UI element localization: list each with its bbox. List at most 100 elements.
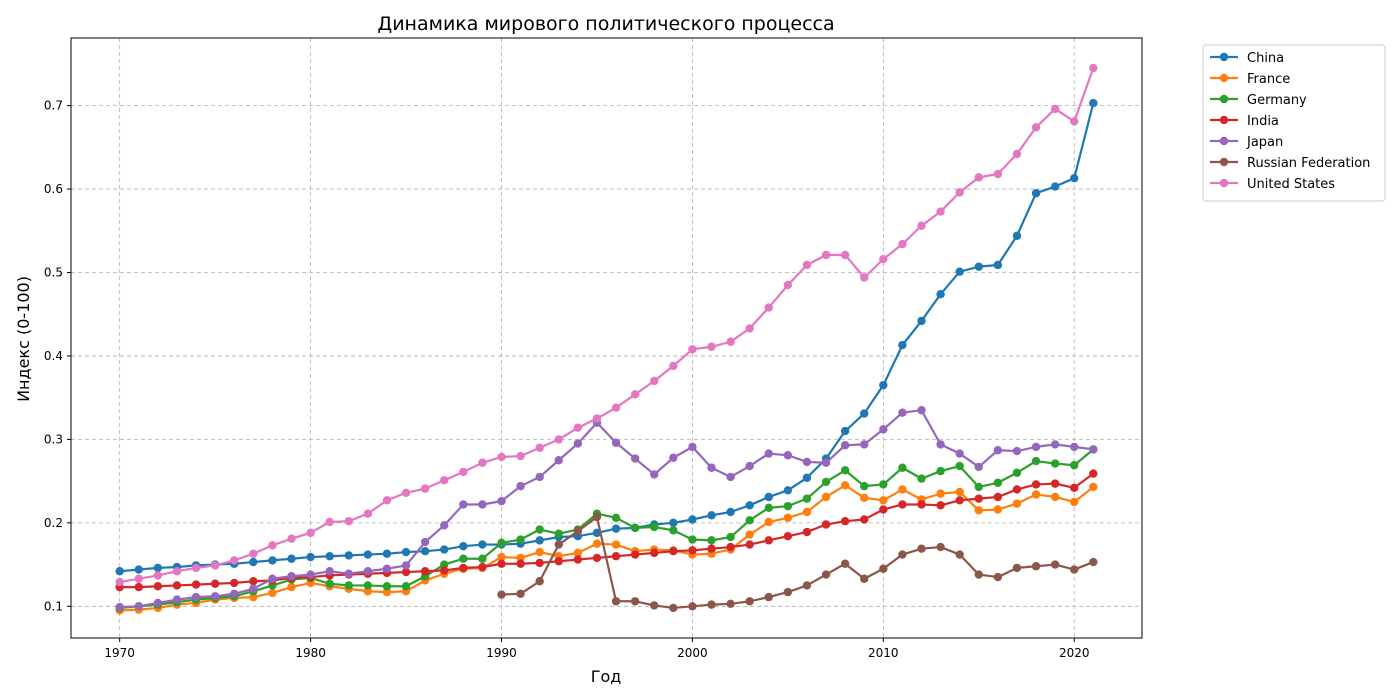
data-point-france xyxy=(1089,482,1098,492)
data-point-russian-federation xyxy=(573,526,583,536)
data-point-china xyxy=(287,554,296,563)
data-point-united-states xyxy=(1089,63,1098,73)
data-point-china xyxy=(1050,182,1060,191)
series-russian-federation xyxy=(497,512,1098,613)
data-point-russian-federation xyxy=(535,577,544,586)
data-point-russian-federation xyxy=(726,599,735,608)
data-point-china xyxy=(898,340,907,350)
data-point-japan xyxy=(802,457,812,467)
data-point-india xyxy=(478,562,487,572)
data-point-russian-federation xyxy=(898,550,907,559)
series-line-united-states xyxy=(119,67,1095,584)
data-point-japan xyxy=(840,441,850,450)
x-axis: 1970 1980 1990 2000 2010 2020 xyxy=(104,638,1090,660)
data-point-india xyxy=(516,559,525,568)
data-point-united-states xyxy=(325,517,334,527)
data-point-russian-federation xyxy=(821,570,831,579)
data-point-united-states xyxy=(592,414,602,423)
data-point-united-states xyxy=(115,577,124,587)
data-point-india xyxy=(230,578,239,588)
data-point-united-states xyxy=(726,337,735,346)
data-point-japan xyxy=(134,602,143,611)
data-point-japan xyxy=(497,496,506,506)
data-point-india xyxy=(783,531,793,541)
data-point-germany xyxy=(650,522,659,532)
data-point-united-states xyxy=(993,169,1003,179)
data-point-germany xyxy=(974,482,983,492)
data-point-germany xyxy=(879,480,888,489)
data-point-united-states xyxy=(860,273,869,282)
data-point-germany xyxy=(821,477,831,487)
data-point-france xyxy=(993,505,1003,514)
data-point-germany xyxy=(764,503,773,513)
data-point-india xyxy=(802,527,812,537)
legend-item-india: India xyxy=(1210,114,1279,129)
data-point-france xyxy=(1070,497,1079,507)
data-point-india xyxy=(955,496,964,505)
data-point-germany xyxy=(344,581,353,590)
data-point-china xyxy=(401,547,411,557)
data-point-china xyxy=(611,524,621,533)
x-tick-label: 2010 xyxy=(868,646,899,660)
data-point-china xyxy=(249,557,258,567)
data-point-japan xyxy=(115,602,124,612)
data-point-india xyxy=(821,520,831,529)
data-point-united-states xyxy=(1031,123,1041,132)
data-point-india xyxy=(554,557,563,566)
data-point-japan xyxy=(420,537,430,547)
data-point-france xyxy=(611,540,621,549)
data-point-germany xyxy=(669,526,678,535)
data-point-japan xyxy=(440,521,449,530)
data-point-germany xyxy=(898,463,907,472)
data-point-germany xyxy=(936,466,945,476)
data-point-united-states xyxy=(898,239,907,249)
data-point-china xyxy=(802,473,812,482)
data-point-china xyxy=(344,551,353,560)
data-point-united-states xyxy=(802,260,812,270)
data-point-united-states xyxy=(344,516,353,526)
data-point-france xyxy=(1012,499,1022,508)
series-line-germany xyxy=(119,448,1095,610)
x-axis-label: Год xyxy=(591,667,622,686)
data-point-china xyxy=(1012,231,1022,240)
data-point-germany xyxy=(1031,456,1041,466)
data-point-germany xyxy=(554,529,563,538)
y-tick-label: 0.6 xyxy=(44,182,63,196)
data-point-india xyxy=(459,563,468,573)
data-point-france xyxy=(840,481,850,490)
data-point-russian-federation xyxy=(974,570,983,579)
data-point-united-states xyxy=(516,451,525,461)
data-point-japan xyxy=(630,454,640,463)
data-point-russian-federation xyxy=(764,592,773,602)
data-point-russian-federation xyxy=(936,542,945,552)
data-point-russian-federation xyxy=(611,597,621,606)
data-point-united-states xyxy=(363,509,373,518)
data-point-japan xyxy=(306,570,315,579)
data-point-japan xyxy=(1089,445,1098,454)
data-point-france xyxy=(879,496,888,505)
data-point-russian-federation xyxy=(688,602,697,611)
data-point-japan xyxy=(860,440,869,449)
data-point-japan xyxy=(172,595,182,604)
data-point-china xyxy=(669,518,678,528)
data-point-germany xyxy=(1050,459,1060,468)
data-point-japan xyxy=(611,438,621,447)
data-point-germany xyxy=(707,536,716,545)
data-point-china xyxy=(1031,189,1041,198)
legend-item-germany: Germany xyxy=(1210,93,1307,108)
data-point-united-states xyxy=(153,571,163,580)
chart-title: Динамика мирового политического процесса xyxy=(377,13,834,35)
data-point-china xyxy=(440,545,449,554)
data-point-china xyxy=(535,536,544,545)
y-tick-label: 0.2 xyxy=(44,516,63,530)
data-point-united-states xyxy=(1050,104,1060,114)
series-line-japan xyxy=(119,409,1094,609)
data-point-japan xyxy=(1070,442,1079,452)
data-point-russian-federation xyxy=(840,559,850,568)
legend-label: India xyxy=(1247,114,1279,129)
y-tick-label: 0.1 xyxy=(44,599,63,613)
data-point-china xyxy=(745,501,754,510)
data-point-india xyxy=(917,500,926,509)
data-point-france xyxy=(249,592,258,602)
